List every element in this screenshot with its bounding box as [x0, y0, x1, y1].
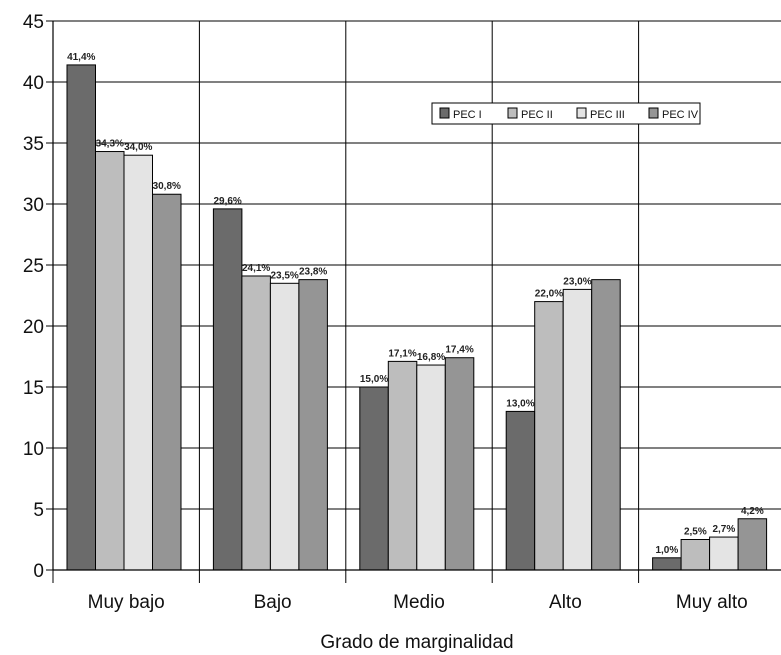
data-label: 17,4% — [445, 345, 473, 356]
legend-swatch — [507, 107, 518, 119]
x-tick-label: Bajo — [254, 592, 292, 613]
data-label: 22,0% — [535, 289, 563, 300]
axis-layer: 0 5 10 15 20 25 30 35 40 45 Muy bajo Bajo Medio Alto M… — [23, 12, 781, 613]
bar-pec-iv — [591, 279, 621, 571]
bar-pec-iv — [444, 357, 475, 571]
y-tick-label: 15 — [23, 378, 44, 399]
bar-pec-ii — [534, 301, 564, 571]
data-label: 17,1% — [388, 348, 416, 359]
data-label: 34,3% — [96, 139, 124, 150]
data-label: 34,0% — [124, 142, 152, 153]
y-tick-label: 35 — [23, 134, 44, 155]
legend-label: PEC II — [521, 109, 553, 121]
data-label: 23,0% — [563, 276, 591, 287]
bar-pec-iii — [416, 364, 446, 571]
y-tick-label: 30 — [23, 195, 44, 216]
data-label: 29,6% — [213, 196, 241, 207]
bars-layer — [66, 64, 768, 571]
bar-pec-i — [652, 557, 682, 571]
bar-pec-iii — [562, 288, 593, 571]
y-tick-label: 40 — [23, 73, 44, 94]
data-label: 24,1% — [242, 263, 270, 274]
data-label: 23,5% — [270, 270, 298, 281]
y-tick-label: 45 — [23, 12, 44, 33]
bar-pec-i — [66, 64, 96, 571]
x-tick-label: Medio — [393, 592, 445, 613]
data-label: 30,8% — [153, 181, 181, 192]
bar-pec-i — [505, 410, 536, 571]
data-label: 16,8% — [417, 352, 445, 363]
bar-pec-iii — [269, 282, 300, 571]
legend-label: PEC IV — [662, 109, 699, 121]
bar-pec-i — [212, 208, 243, 571]
bar-pec-iv — [737, 518, 768, 571]
y-tick-label: 10 — [23, 439, 44, 460]
y-tick-label: 5 — [33, 500, 44, 521]
bar-pec-ii — [387, 360, 418, 571]
data-label: 23,8% — [299, 267, 327, 278]
bar-pec-ii — [680, 539, 711, 571]
bar-pec-iii — [123, 154, 153, 571]
legend-label: PEC I — [453, 109, 482, 121]
data-label: 41,4% — [67, 52, 95, 63]
bar-pec-ii — [95, 151, 125, 571]
data-label: 1,0% — [655, 545, 678, 556]
data-label: 2,5% — [684, 527, 707, 538]
data-label: 13,0% — [506, 398, 534, 409]
bar-pec-iii — [709, 536, 739, 571]
legend-box — [431, 102, 701, 125]
legend: PEC I PEC II PEC III PEC IV — [431, 102, 701, 125]
legend-swatch — [439, 107, 450, 119]
bar-pec-ii — [241, 275, 271, 571]
bar-pec-iv — [298, 279, 328, 571]
legend-swatch — [648, 107, 659, 119]
legend-label: PEC III — [590, 109, 625, 121]
data-label: 2,7% — [712, 524, 735, 535]
bar-pec-iv — [152, 193, 182, 571]
labels-layer: 41,4% 34,3% 34,0% 30,8% 29,6% 24,1%23,5% 23,8%… — [67, 52, 764, 556]
x-tick-label: Alto — [549, 592, 582, 613]
x-axis-label: Grado de marginalidad — [320, 632, 513, 653]
data-label: 4,2% — [741, 506, 764, 517]
y-tick-label: 20 — [23, 317, 44, 338]
bar-pec-i — [359, 386, 389, 571]
x-tick-label: Muy alto — [676, 592, 748, 613]
legend-swatch — [576, 107, 587, 119]
data-label: 15,0% — [360, 374, 388, 385]
x-tick-label: Muy bajo — [88, 592, 165, 613]
y-tick-label: 25 — [23, 256, 44, 277]
y-tick-label: 0 — [33, 561, 44, 582]
